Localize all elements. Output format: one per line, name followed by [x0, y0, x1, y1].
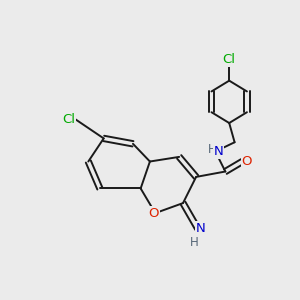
Text: Cl: Cl: [223, 53, 236, 66]
Text: O: O: [242, 155, 252, 168]
Text: N: N: [214, 145, 223, 158]
Text: H: H: [189, 236, 198, 249]
Text: O: O: [148, 207, 159, 220]
Text: H: H: [208, 143, 217, 157]
Text: N: N: [196, 222, 206, 235]
Text: Cl: Cl: [62, 113, 76, 126]
